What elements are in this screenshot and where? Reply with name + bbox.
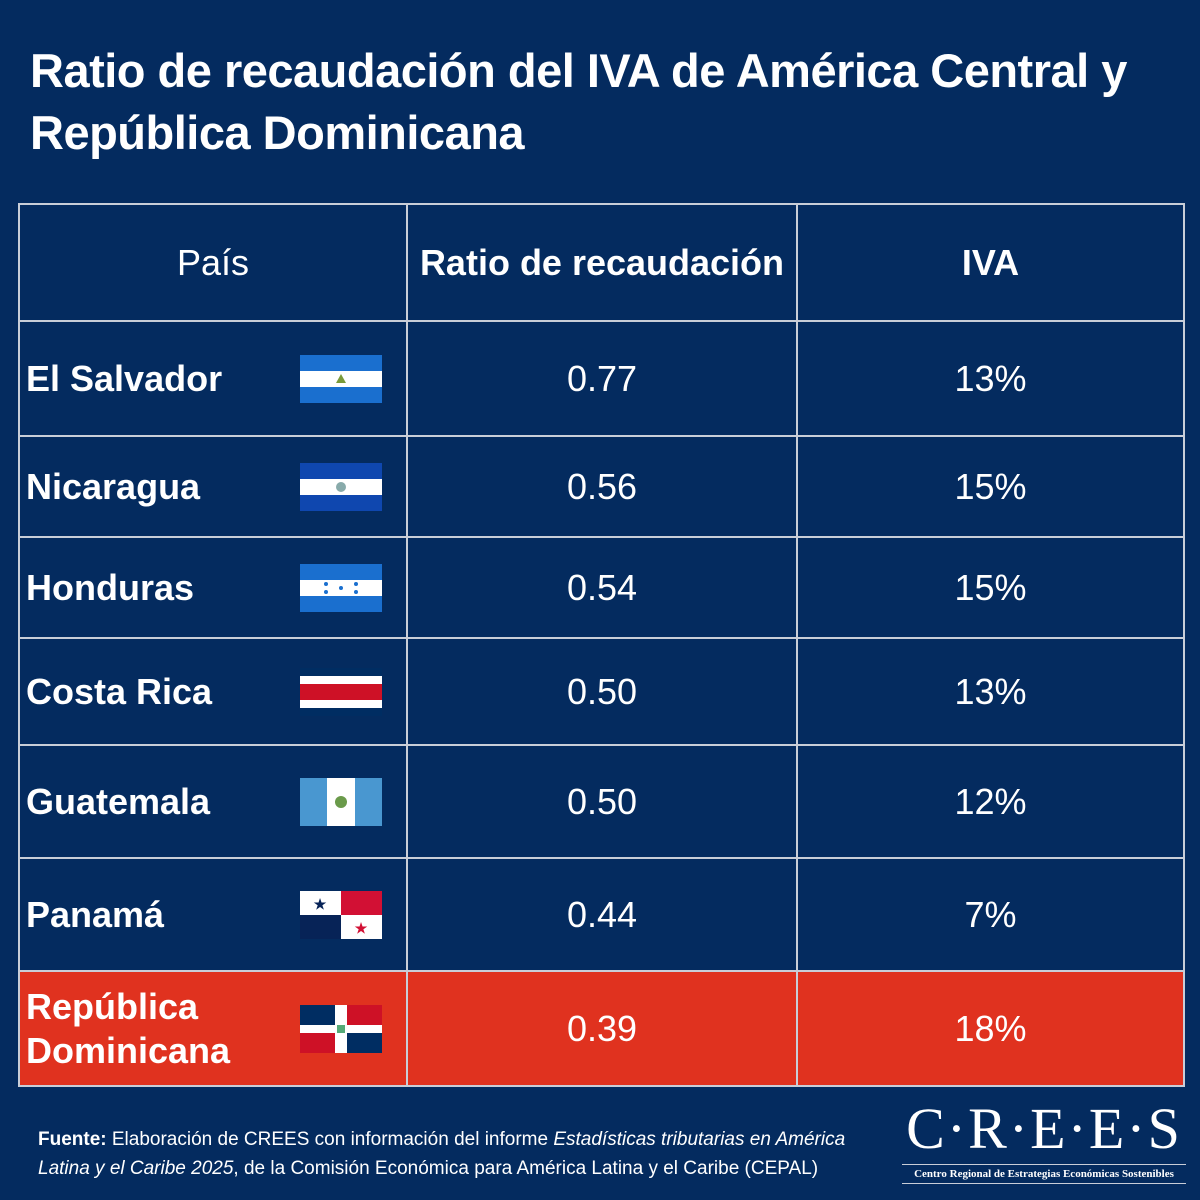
dominican-republic-flag-icon [300,1004,382,1053]
table-row: Honduras 0.54 15% [18,536,1185,639]
country-name: Costa Rica [26,670,213,712]
nicaragua-flag-icon [300,354,382,403]
ratio-cell: 0.39 [406,970,798,1087]
table-row: República Dominicana 0.39 18% [18,970,1185,1087]
iva-cell: 13% [796,637,1185,746]
country-cell: Costa Rica [18,637,408,746]
ratio-cell: 0.77 [406,320,798,437]
guatemala-flag-icon [300,777,382,826]
header-iva: IVA [796,203,1185,322]
iva-cell: 7% [796,857,1185,972]
country-cell: República Dominicana [18,970,408,1087]
table-row: Costa Rica 0.50 13% [18,637,1185,746]
el-salvador-flag-icon [300,462,382,511]
iva-cell: 18% [796,970,1185,1087]
svg-text:★: ★ [355,920,368,936]
svg-text:★: ★ [314,896,327,912]
page-title: Ratio de recaudación del IVA de América … [30,44,1127,159]
country-cell: Guatemala [18,744,408,859]
panama-flag-icon: ★★ [300,890,382,939]
country-name: El Salvador [26,357,223,399]
iva-cell: 15% [796,435,1185,538]
header-country: País [18,203,408,322]
table-row: El Salvador 0.77 13% [18,320,1185,437]
ratio-cell: 0.44 [406,857,798,972]
table-header: País Ratio de recaudación IVA [18,203,1185,322]
iva-cell: 13% [796,320,1185,437]
table-row: Panamá ★ ★ 0.44 7% [18,857,1185,972]
iva-cell: 15% [796,536,1185,639]
ratio-cell: 0.50 [406,744,798,859]
table-row: Guatemala 0.50 12% [18,744,1185,859]
country-name: Nicaragua [26,465,201,507]
country-name: República Dominicana [26,985,231,1071]
honduras-flag-icon [300,563,382,612]
country-name: Honduras [26,566,195,608]
data-table: País Ratio de recaudación IVA El Salvado… [18,203,1185,1087]
header-ratio: Ratio de recaudación [406,203,798,322]
country-name: Guatemala [26,780,211,822]
table-row: Nicaragua 0.56 15% [18,435,1185,538]
country-cell: Nicaragua [18,435,408,538]
country-name: Panamá [26,893,165,935]
country-cell: Honduras [18,536,408,639]
costa-rica-flag-icon [300,667,382,716]
country-cell: Panamá ★ ★ [18,857,408,972]
ratio-cell: 0.50 [406,637,798,746]
ratio-cell: 0.56 [406,435,798,538]
ratio-cell: 0.54 [406,536,798,639]
source-note: Fuente: Elaboración de CREES con informa… [38,1129,846,1179]
crees-logo: C·R·E·E·S Centro Regional de Estrategias… [902,1098,1186,1184]
country-cell: El Salvador [18,320,408,437]
iva-cell: 12% [796,744,1185,859]
